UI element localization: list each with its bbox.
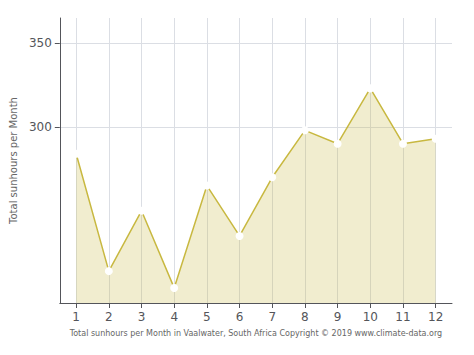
svg-text:6: 6 (236, 310, 244, 324)
svg-text:2: 2 (105, 310, 113, 324)
svg-text:5: 5 (203, 310, 211, 324)
svg-text:12: 12 (428, 310, 443, 324)
svg-text:7: 7 (268, 310, 276, 324)
svg-text:11: 11 (395, 310, 410, 324)
svg-text:10: 10 (363, 310, 378, 324)
svg-text:Total sunhours per Month: Total sunhours per Month (8, 97, 19, 225)
svg-text:1: 1 (72, 310, 80, 324)
svg-text:4: 4 (170, 310, 178, 324)
svg-text:350: 350 (29, 36, 52, 50)
svg-text:300: 300 (29, 120, 52, 134)
svg-text:9: 9 (334, 310, 342, 324)
svg-text:8: 8 (301, 310, 309, 324)
svg-text:Total sunhours per Month in Va: Total sunhours per Month in Vaalwater, S… (69, 329, 442, 338)
svg-text:3: 3 (138, 310, 146, 324)
